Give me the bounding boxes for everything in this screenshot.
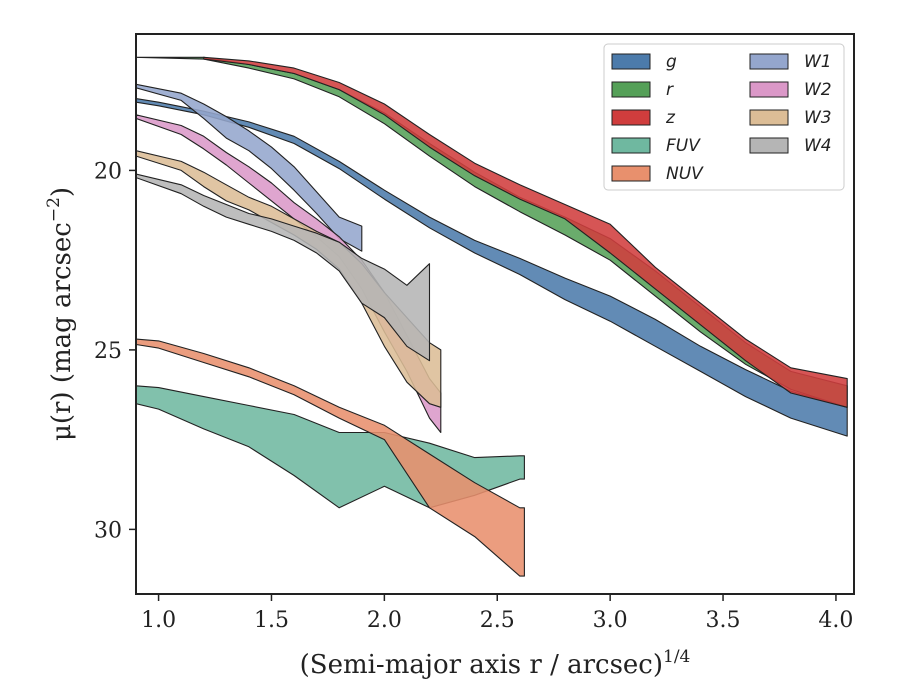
x-tick-label: 4.0 (818, 608, 853, 633)
legend-label-r: r (666, 80, 674, 100)
x-tick-label: 1.0 (141, 608, 176, 633)
band-w4 (136, 173, 431, 362)
band-z (203, 56, 848, 408)
legend-swatch-z (611, 109, 651, 126)
legend-swatch-w1 (749, 53, 789, 70)
x-tick-label: 2.0 (367, 608, 402, 633)
x-axis-label: (Semi-major axis r / arcsec)1/4 (300, 647, 691, 680)
legend-label-fuv: FUV (666, 136, 701, 156)
legend-label-w1: W1 (804, 52, 832, 72)
legend-swatch-w2 (749, 81, 789, 98)
y-axis: 20 25 30 (94, 159, 136, 543)
legend-label-w4: W4 (804, 136, 832, 156)
x-axis: 1.0 1.5 2.0 2.5 3.0 3.5 4.0 (141, 594, 853, 633)
series-bands (136, 56, 848, 577)
y-tick-label: 25 (94, 339, 122, 364)
legend-swatch-w3 (749, 109, 789, 126)
band-w1 (136, 83, 363, 252)
y-tick-label: 20 (94, 159, 122, 184)
plot-frame (135, 33, 855, 595)
x-tick-label: 1.5 (254, 608, 289, 633)
legend: grz FUV NUV W1 W2 W3 W4 (603, 43, 845, 191)
band-w2 (136, 114, 442, 434)
band-g (136, 98, 848, 437)
band-w3 (136, 150, 442, 408)
legend-swatch-g (611, 53, 651, 70)
legend-label-g: g (666, 52, 677, 72)
legend-swatch-nuv (611, 165, 651, 182)
legend-swatch-w4 (749, 137, 789, 154)
legend-label-nuv: NUV (666, 164, 704, 184)
legend-swatch-r (611, 81, 651, 98)
legend-label-w3: W3 (804, 108, 832, 128)
y-tick-label: 30 (94, 518, 122, 543)
band-nuv (136, 338, 525, 577)
x-tick-label: 3.0 (593, 608, 628, 633)
x-tick-label: 2.5 (480, 608, 515, 633)
legend-swatch-fuv (611, 137, 651, 154)
legend-label-w2: W2 (804, 80, 832, 100)
y-axis-label: μ(r) (mag arcsec−2) (44, 187, 77, 441)
x-tick-label: 3.5 (706, 608, 741, 633)
legend-label-z: z (665, 108, 676, 128)
